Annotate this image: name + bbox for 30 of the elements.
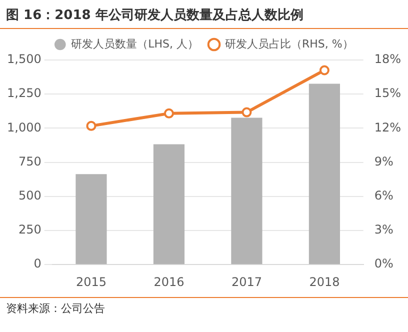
legend-label: 研发人员数量（LHS, 人） [71, 37, 199, 50]
point [86, 120, 96, 131]
y2-tick-label: 0% [374, 256, 394, 271]
y2-tick-label: 18% [374, 52, 401, 66]
x-tick-label: 2018 [309, 274, 340, 289]
y-tick-label: 0 [34, 256, 42, 271]
chart-title: 图 16：2018 年公司研发人员数量及占总人数比例 [0, 0, 408, 29]
y-tick-label: 1,500 [6, 52, 42, 66]
y2-tick-label: 6% [374, 188, 394, 203]
x-tick-label: 2016 [154, 274, 184, 289]
y-tick-label: 250 [18, 222, 42, 237]
x-tick-label: 2015 [76, 274, 106, 289]
y-tick-label: 750 [18, 154, 42, 168]
y2-tick-label: 3% [374, 222, 394, 237]
bar [231, 118, 262, 264]
bar [308, 84, 340, 264]
point [319, 65, 330, 76]
y-tick-label: 500 [18, 188, 42, 203]
point [242, 107, 252, 118]
bar [153, 144, 185, 264]
y-tick-label: 1,250 [6, 86, 42, 100]
y2-tick-label: 15% [374, 86, 401, 100]
point [164, 108, 174, 118]
bar [76, 174, 107, 264]
y2-tick-label: 12% [374, 120, 401, 134]
legend-label: 研发人员占比（RHS, %） [225, 37, 354, 50]
x-tick-label: 2017 [231, 274, 262, 289]
text: 资料来源：公司公告 [0, 297, 408, 319]
y-tick-label: 1,000 [6, 120, 42, 134]
y2-tick-label: 9% [374, 154, 394, 168]
